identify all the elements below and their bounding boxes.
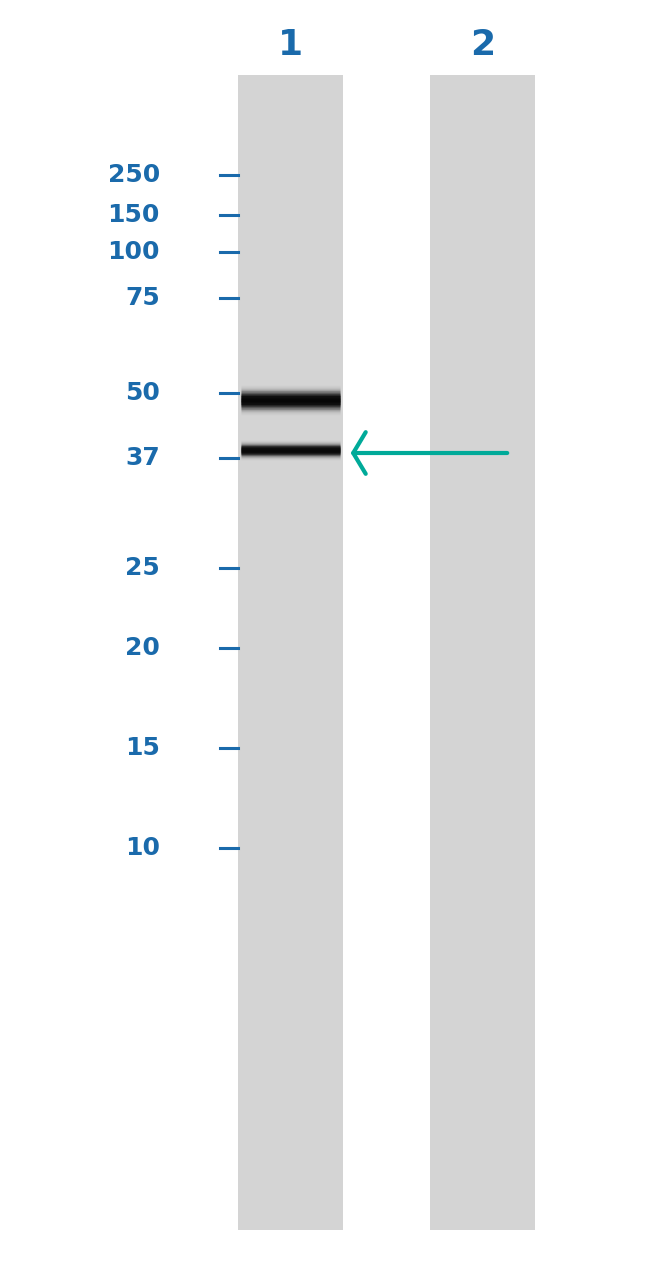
Text: 150: 150 — [108, 203, 160, 227]
Bar — [430, 75, 535, 1231]
Text: 15: 15 — [125, 737, 160, 759]
Text: 37: 37 — [125, 446, 160, 470]
Bar — [238, 75, 343, 1231]
Text: 20: 20 — [125, 636, 160, 660]
Text: 250: 250 — [108, 163, 160, 187]
Text: 50: 50 — [125, 381, 160, 405]
Text: 25: 25 — [125, 556, 160, 580]
Text: 75: 75 — [125, 286, 160, 310]
Text: 1: 1 — [278, 28, 303, 62]
Text: 2: 2 — [470, 28, 495, 62]
Text: 100: 100 — [107, 240, 160, 264]
Text: 10: 10 — [125, 836, 160, 860]
